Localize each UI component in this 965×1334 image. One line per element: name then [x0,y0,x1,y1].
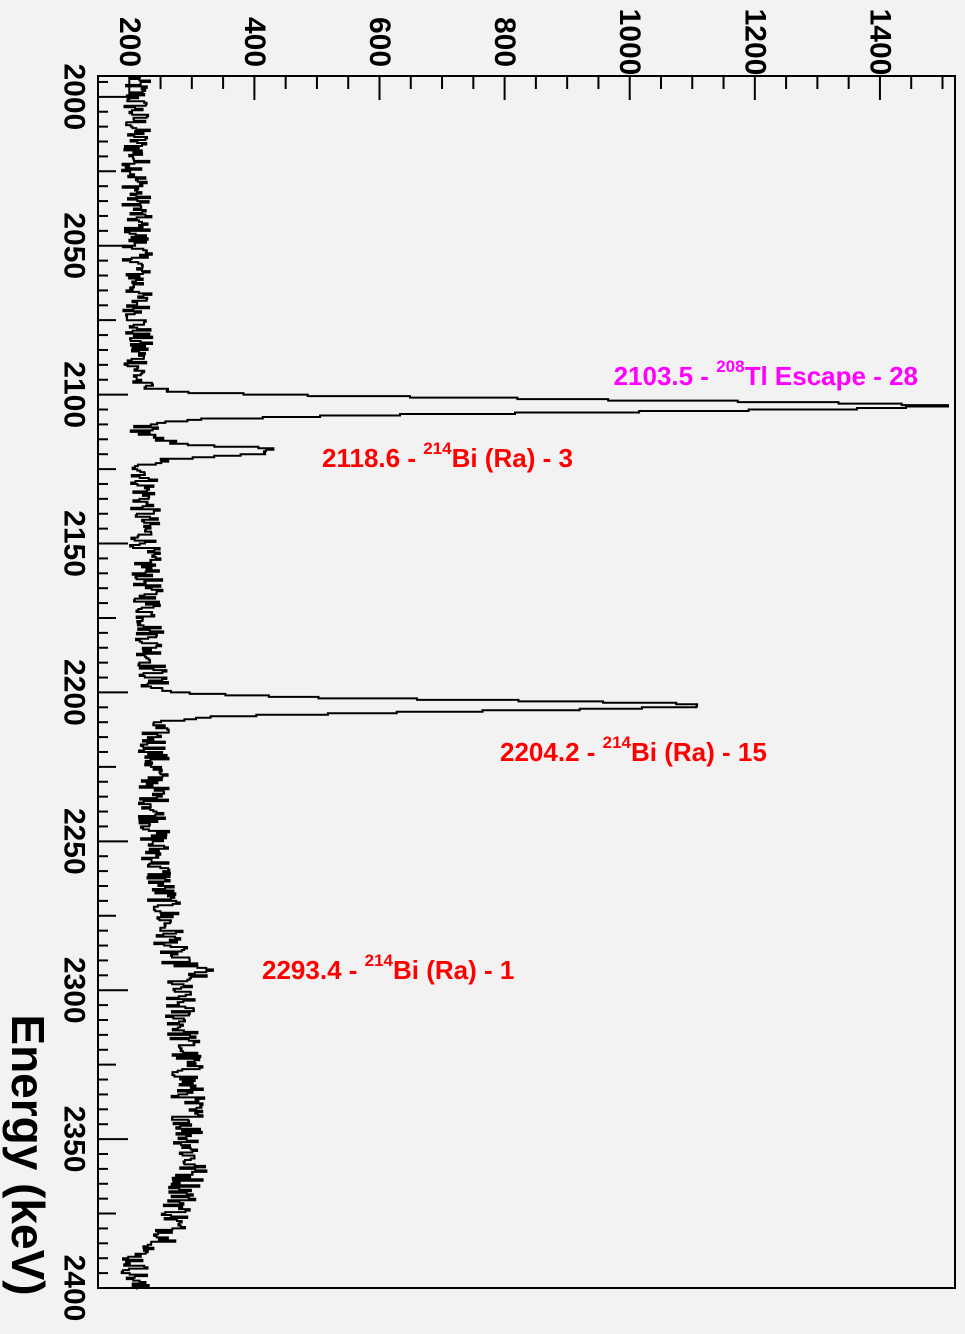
energy-tick-label: 2250 [58,808,91,875]
count-tick-label: 800 [488,17,521,67]
energy-tick-label: 2000 [58,63,91,130]
peak-label-isotope: Bi (Ra) - 1 [393,955,514,985]
peak-label-energy: 2293.4 - [262,955,365,985]
peak-label: 2204.2 - 214Bi (Ra) - 15 [500,733,767,768]
peak-label: 2293.4 - 214Bi (Ra) - 1 [262,951,514,986]
peak-label-mass: 214 [365,951,394,970]
peak-label-mass: 214 [603,733,632,752]
count-tick-label: 600 [363,17,396,67]
peak-label-isotope: Bi (Ra) - 15 [631,737,767,767]
energy-tick-label: 2150 [58,510,91,577]
peak-label-isotope: Tl Escape - 28 [745,361,918,391]
peak-label-mass: 208 [716,357,744,376]
energy-tick-label: 2050 [58,212,91,279]
peak-label-energy: 2204.2 - [500,737,603,767]
axis-ticks [98,76,944,1275]
peak-label: 2118.6 - 214Bi (Ra) - 3 [322,439,573,474]
peak-label-isotope: Bi (Ra) - 3 [452,443,573,473]
energy-tick-label: 2300 [58,957,91,1024]
count-tick-label: 1400 [863,9,896,76]
count-tick-label: 1000 [613,9,646,76]
energy-tick-label: 2100 [58,361,91,428]
count-tick-labels: 200 400 600 800 1000 1200 1400 [113,9,897,76]
peak-label-mass: 214 [423,439,452,458]
count-tick-label: 400 [238,17,271,67]
peak-label: 2103.5 - 208Tl Escape - 28 [614,357,918,392]
energy-axis-title: Energy (keV) [2,1014,54,1295]
energy-tick-label: 2400 [58,1255,91,1322]
energy-tick-label: 2350 [58,1106,91,1173]
energy-tick-label: 2200 [58,659,91,726]
count-tick-label: 1200 [738,9,771,76]
count-tick-label: 200 [113,17,146,67]
peak-label-energy: 2103.5 - [614,361,717,391]
energy-tick-labels: 2000 2050 2100 2150 2200 2250 2300 2350 2400 [58,63,91,1321]
spectrum-line [120,76,949,1290]
peak-label-energy: 2118.6 - [322,443,423,473]
plot-frame [97,75,956,1289]
